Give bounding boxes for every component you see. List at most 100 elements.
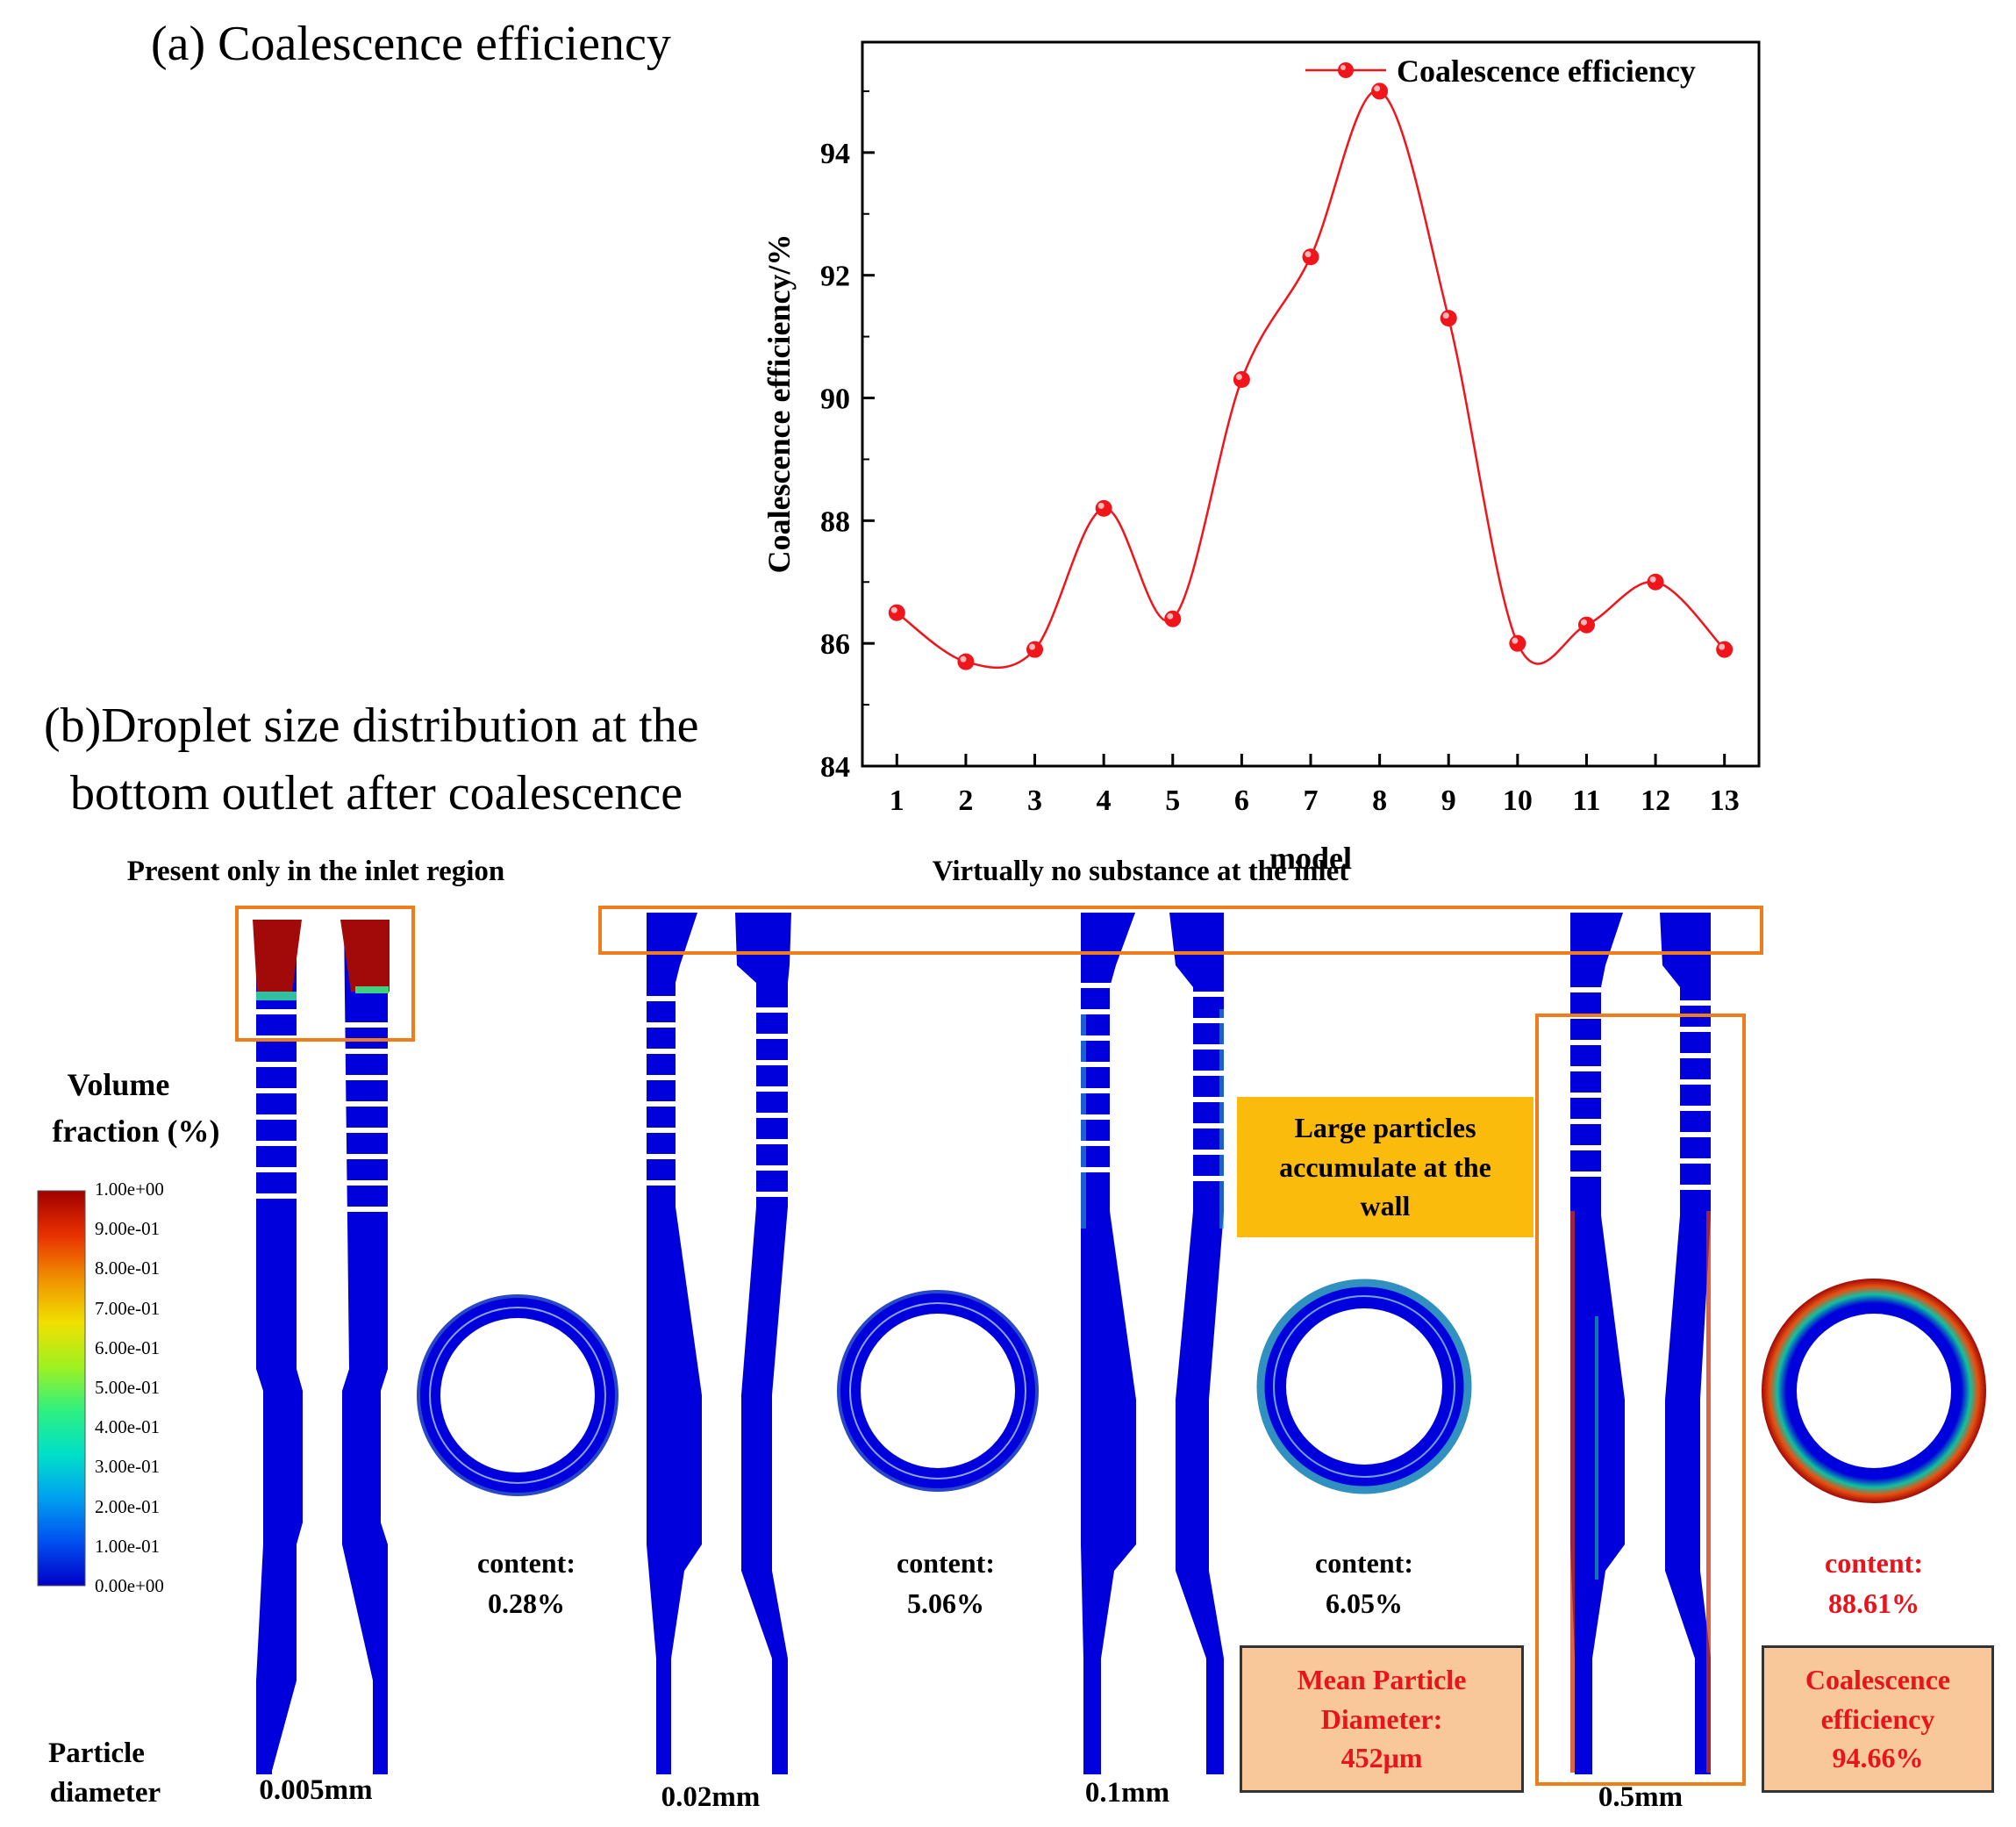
- colorbar-title-line1: Volume: [67, 1067, 170, 1102]
- separator-bar: [344, 1049, 388, 1054]
- y-tick-label: 84: [820, 751, 850, 784]
- separator-bar: [1570, 1119, 1605, 1124]
- content-01mm: content: 6.05%: [1276, 1543, 1452, 1624]
- separator-bar: [1570, 1145, 1605, 1150]
- legend-marker: [1338, 62, 1354, 78]
- x-tick-label: 13: [1710, 785, 1740, 817]
- separator-bar: [647, 1154, 693, 1159]
- particle-diameter-label-line1: Particle: [48, 1737, 145, 1769]
- y-tick-label: 90: [820, 383, 850, 416]
- separator-bar: [1081, 1167, 1116, 1172]
- content-label: content:: [477, 1547, 575, 1579]
- mean-particle-line1: Mean Particle: [1297, 1663, 1467, 1695]
- coalescence-box-line2: efficiency: [1820, 1702, 1935, 1735]
- x-tick-label: 6: [1234, 785, 1249, 817]
- x-tick-label: 3: [1027, 785, 1042, 817]
- coalescence-box-value: 94.66%: [1832, 1742, 1924, 1774]
- coalescence-efficiency-box: Coalescence efficiency 94.66%: [1762, 1645, 1994, 1793]
- x-tick-label: 9: [1441, 785, 1456, 817]
- separator-bar: [647, 996, 693, 1001]
- separator-bar: [256, 1141, 297, 1146]
- no-substance-label: Virtually no substance at the inlet: [932, 856, 1349, 887]
- data-point-model-12: [1647, 573, 1664, 591]
- separator-bar: [1570, 1040, 1605, 1045]
- data-point-model-13: [1716, 641, 1734, 658]
- separator-bar: [1660, 1106, 1711, 1111]
- tube-left: [256, 920, 303, 1774]
- separator-bar: [344, 1101, 388, 1107]
- y-axis-label: Coalescence efficiency/%: [761, 234, 797, 574]
- content-value: 6.05%: [1326, 1587, 1403, 1620]
- x-tick-label: 1: [890, 785, 904, 817]
- x-tick-label: 5: [1165, 785, 1180, 817]
- panel-b-title-line1: (b)Droplet size distribution at the: [44, 699, 699, 753]
- content-05mm: content: 88.61%: [1786, 1543, 1962, 1624]
- separator-bar: [256, 1009, 297, 1014]
- colorbar-tick-label: 0.00e+00: [95, 1575, 164, 1596]
- tube-right: [342, 920, 388, 1774]
- data-point-model-7: [1302, 248, 1319, 266]
- y-tick-label: 92: [820, 261, 850, 293]
- ring-01mm: [1256, 1279, 1472, 1494]
- separator-bar: [1081, 1035, 1116, 1041]
- large-particles-note: Large particles accumulate at the wall: [1237, 1097, 1533, 1237]
- separator-bar: [1570, 987, 1605, 992]
- separator-bar: [1169, 1071, 1224, 1076]
- separator-bar: [1169, 1123, 1224, 1128]
- separator-bar: [735, 1192, 788, 1197]
- separator-bar: [647, 1075, 693, 1080]
- model-0005mm-tubes: [253, 920, 390, 1774]
- colorbar-tick-label: 5.00e-01: [95, 1377, 161, 1398]
- x-tick-label: 8: [1372, 785, 1387, 817]
- colorbar-tick-label: 2.00e-01: [95, 1495, 161, 1517]
- x-tick-label: 7: [1304, 785, 1319, 817]
- data-point-model-6: [1233, 371, 1250, 389]
- separator-bar: [1660, 1000, 1711, 1006]
- separator-bar: [1570, 1066, 1605, 1071]
- content-0005mm: content: 0.28%: [439, 1543, 614, 1624]
- separator-bar: [1169, 1044, 1224, 1050]
- separator-bar: [735, 1060, 788, 1065]
- wall-accumulation-box: [1535, 1014, 1746, 1786]
- colorbar-tick-label: 1.00e+00: [95, 1179, 164, 1200]
- panel-b-title-line2: bottom outlet after coalescence: [70, 766, 683, 820]
- separator-bar: [647, 1128, 693, 1133]
- x-tick-label: 4: [1097, 785, 1112, 817]
- y-tick-label: 94: [820, 138, 850, 170]
- separator-bar: [256, 1088, 297, 1093]
- series-markers: [888, 82, 1734, 670]
- diameter-05mm: 0.5mm: [1598, 1781, 1684, 1813]
- separator-bar: [256, 1062, 297, 1067]
- separator-bar: [256, 1167, 297, 1172]
- series-line-coalescence-efficiency: [896, 90, 1726, 669]
- data-point-model-10: [1509, 634, 1526, 652]
- inlet-left-red: [253, 920, 302, 992]
- separator-bar: [256, 1193, 297, 1199]
- colorbar-tick-label: 7.00e-01: [95, 1297, 161, 1319]
- separator-bar: [1660, 1053, 1711, 1058]
- data-point-model-1: [888, 604, 905, 621]
- separator-bar: [647, 1022, 693, 1028]
- separator-bar: [1081, 983, 1116, 988]
- content-label: content:: [897, 1547, 995, 1579]
- separator-bar: [344, 1180, 388, 1186]
- x-tick-label: 2: [958, 785, 973, 817]
- separator-bar: [1081, 1009, 1116, 1014]
- separator-bar: [1570, 1093, 1605, 1098]
- separator-bar: [735, 1034, 788, 1039]
- colorbar-tick-label: 6.00e-01: [95, 1336, 161, 1358]
- ring-05mm: [1762, 1279, 1986, 1503]
- separator-bar: [1081, 1062, 1116, 1067]
- content-002mm: content: 5.06%: [858, 1543, 1033, 1624]
- tube-right: [735, 913, 791, 1774]
- separator-bar: [1169, 1150, 1224, 1155]
- separator-bar: [1081, 1141, 1116, 1146]
- diameter-0005mm: 0.005mm: [259, 1774, 373, 1806]
- colorbar-tick-label: 9.00e-01: [95, 1218, 161, 1240]
- data-point-model-8: [1371, 82, 1389, 100]
- ring-002mm: [837, 1290, 1039, 1492]
- separator-bar: [1169, 1097, 1224, 1102]
- separator-bar: [1169, 1176, 1224, 1181]
